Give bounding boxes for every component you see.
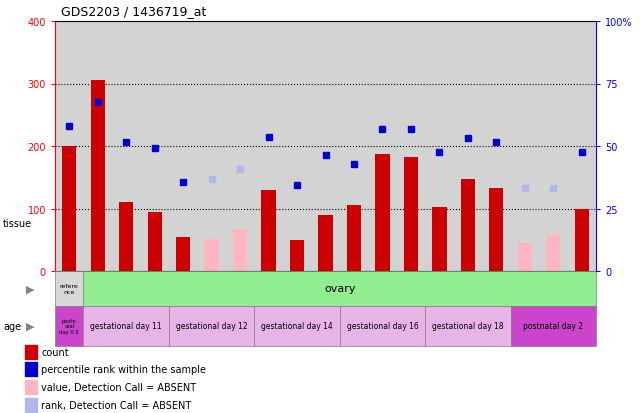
Text: gestational day 14: gestational day 14 <box>261 322 333 331</box>
Bar <box>511 306 596 346</box>
Bar <box>376 154 390 271</box>
Text: gestational day 18: gestational day 18 <box>432 322 504 331</box>
Bar <box>290 240 304 271</box>
Bar <box>169 306 254 346</box>
Bar <box>425 306 511 346</box>
Bar <box>489 188 503 271</box>
Bar <box>404 158 418 271</box>
Text: tissue: tissue <box>3 219 32 229</box>
Text: rank, Detection Call = ABSENT: rank, Detection Call = ABSENT <box>41 400 192 410</box>
Bar <box>461 179 475 271</box>
Bar <box>26 345 37 359</box>
Bar <box>55 306 83 346</box>
Bar <box>254 306 340 346</box>
Bar <box>204 239 219 271</box>
Bar <box>574 209 589 271</box>
Bar <box>176 237 190 271</box>
Bar <box>55 271 83 306</box>
Text: percentile rank within the sample: percentile rank within the sample <box>41 364 206 375</box>
Bar <box>26 380 37 394</box>
Text: ▶: ▶ <box>26 284 34 294</box>
Bar <box>26 398 37 411</box>
Bar <box>347 206 361 271</box>
Bar <box>26 363 37 376</box>
Bar <box>319 215 333 271</box>
Bar <box>119 203 133 271</box>
Text: postnatal day 2: postnatal day 2 <box>523 322 583 331</box>
Bar <box>518 243 532 271</box>
Bar <box>147 212 162 271</box>
Bar <box>62 147 76 271</box>
Bar <box>546 235 560 271</box>
Bar <box>90 81 105 271</box>
Text: postn
atal
day 0.5: postn atal day 0.5 <box>60 318 79 335</box>
Text: ovary: ovary <box>324 284 356 294</box>
Text: gestational day 11: gestational day 11 <box>90 322 162 331</box>
Bar <box>262 190 276 271</box>
Text: refere
nce: refere nce <box>60 283 79 294</box>
Bar <box>83 306 169 346</box>
Text: GDS2203 / 1436719_at: GDS2203 / 1436719_at <box>62 5 207 18</box>
Bar <box>340 306 425 346</box>
Bar <box>233 229 247 271</box>
Text: gestational day 12: gestational day 12 <box>176 322 247 331</box>
Bar <box>432 207 447 271</box>
Text: gestational day 16: gestational day 16 <box>347 322 419 331</box>
Text: age: age <box>3 321 21 331</box>
Text: ▶: ▶ <box>26 321 34 331</box>
Text: value, Detection Call = ABSENT: value, Detection Call = ABSENT <box>41 382 196 392</box>
Text: count: count <box>41 347 69 357</box>
